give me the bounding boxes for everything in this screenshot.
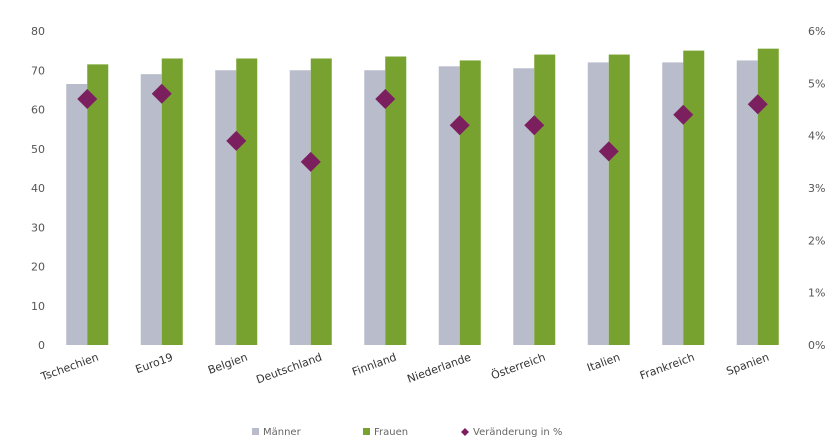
bar-frauen [310,58,332,345]
y-axis-left: 0 10 20 30 40 50 60 70 80 [31,25,45,352]
marker-veraenderung [375,89,396,110]
bar-maenner [662,62,684,346]
marker-veraenderung [151,83,172,104]
bar-maenner [513,68,535,345]
bar-maenner [438,66,460,345]
y-right-tick-label: 1% [808,287,825,300]
legend-swatch [363,428,370,435]
legend-label: Männer [263,427,302,438]
category-label: Belgien [206,351,249,377]
bar-maenner [289,70,311,345]
marker-veraenderung [300,151,321,172]
y-left-tick-label: 60 [31,104,45,117]
bar-frauen [608,54,630,346]
marker-veraenderung [77,89,98,110]
y-right-tick-label: 3% [808,182,825,195]
y-left-tick-label: 20 [31,261,45,274]
y-left-tick-label: 30 [31,221,45,234]
y-right-tick-label: 5% [808,77,825,90]
bar-frauen [757,48,779,345]
y-left-tick-label: 40 [31,182,45,195]
bar-maenner [736,60,758,345]
y-right-tick-label: 6% [808,25,825,38]
bar-frauen [236,58,258,345]
marker-veraenderung [226,130,247,151]
category-label: Tschechien [38,351,100,384]
y-left-tick-label: 50 [31,143,45,156]
y-right-tick-label: 2% [808,234,825,247]
category-label: Deutschland [254,351,323,387]
category-label: Finnland [350,351,398,379]
y-right-tick-label: 0% [808,339,825,352]
category-label: Österreich [489,351,547,383]
bar-frauen [459,60,481,345]
y-left-tick-label: 70 [31,64,45,77]
category-label: Frankreich [638,351,696,383]
bar-frauen [385,56,407,345]
bar-maenner [140,74,162,346]
y-left-tick-label: 80 [31,25,45,38]
legend-swatch [252,428,259,435]
marker-veraenderung [524,115,545,136]
marker-veraenderung [598,141,619,162]
bar-frauen [683,50,705,345]
marker-veraenderung [747,94,768,115]
category-label: Euro19 [134,351,175,377]
bar-maenner [66,83,88,346]
x-axis-categories: Tschechien Euro19 Belgien Deutschland Finnla… [38,351,771,387]
bar-frauen [87,64,109,346]
marker-veraenderung [449,115,470,136]
y-axis-right: 0% 1% 2% 3% 4% 5% 6% [808,25,825,352]
plot-area [66,48,779,346]
legend-swatch [461,428,469,436]
y-right-tick-label: 4% [808,130,825,143]
legend-label: Frauen [374,427,408,438]
bar-frauen [161,58,183,345]
y-left-tick-label: 0 [38,339,45,352]
category-label: Italien [585,351,622,375]
legend-label: Veränderung in % [473,427,562,438]
legend: Männer Frauen Veränderung in % [252,427,562,438]
marker-veraenderung [673,104,694,125]
category-label: Niederlande [406,351,473,386]
category-label: Spanien [725,351,771,378]
bar-maenner [587,62,609,346]
bar-maenner [364,70,386,345]
y-left-tick-label: 10 [31,300,45,313]
bar-frauen [534,54,556,346]
bar-maenner [215,70,237,345]
